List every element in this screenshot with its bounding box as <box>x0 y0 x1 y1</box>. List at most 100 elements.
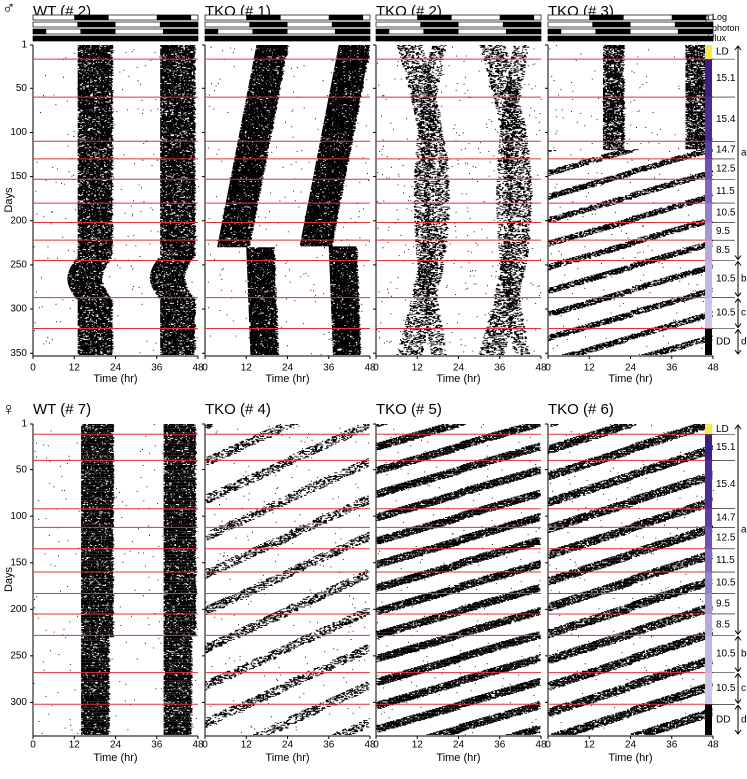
condition-label: 10.5 <box>716 649 736 660</box>
condition-label: 10.5 <box>716 308 736 319</box>
y-axis-label: Days <box>3 187 15 213</box>
actogram <box>548 424 714 735</box>
condition-strip <box>705 593 712 614</box>
schedule-dark <box>671 15 707 20</box>
panel-title: TKO (# 4) <box>205 401 271 418</box>
y-tick-label: 200 <box>10 604 27 615</box>
x-tick-label: 12 <box>584 740 596 751</box>
schedule-dark <box>205 29 219 34</box>
legend-text: Log <box>712 12 727 22</box>
schedule-bar <box>32 14 199 21</box>
x-tick-label: 48 <box>707 363 719 374</box>
x-tick-label: 12 <box>584 363 596 374</box>
x-axis-label: Time (hr) <box>93 752 137 764</box>
schedule-dark <box>33 36 198 41</box>
y-tick-label: 1 <box>21 419 27 430</box>
schedule-dark <box>205 36 370 41</box>
condition-label: LD <box>716 424 729 435</box>
bracket-arrow <box>734 704 742 735</box>
schedule-dark <box>505 29 541 34</box>
y-tick-label: 350 <box>10 348 27 359</box>
actogram <box>33 45 199 355</box>
legend-key: a <box>705 13 710 22</box>
x-tick-label: 0 <box>30 740 36 751</box>
condition-label: 11.5 <box>716 186 735 197</box>
x-tick-label: 24 <box>282 740 294 751</box>
schedule-dark <box>162 29 198 34</box>
condition-label: 15.4 <box>716 114 736 125</box>
condition-label: 10.5 <box>716 683 736 694</box>
x-tick-label: 48 <box>535 363 547 374</box>
schedule-dark <box>33 29 47 34</box>
x-tick-label: 36 <box>323 363 335 374</box>
bracket-arrow <box>734 424 742 636</box>
condition-strip <box>705 424 712 435</box>
y-tick-label: 200 <box>10 215 27 226</box>
y-axis-label: Days <box>3 566 15 592</box>
condition-strip <box>705 672 712 705</box>
condition-strip <box>705 527 712 549</box>
bracket-label: d <box>741 714 747 725</box>
bracket-arrow <box>734 328 742 355</box>
x-axis-label: Time (hr) <box>265 752 309 764</box>
sex-symbol: ♀ <box>2 399 16 419</box>
x-tick-label: 48 <box>707 740 719 751</box>
x-tick-label: 12 <box>241 363 253 374</box>
schedule-dark <box>376 29 390 34</box>
x-axis-label: Time (hr) <box>93 373 137 385</box>
condition-strip <box>705 635 712 673</box>
panel-title: WT (# 7) <box>33 401 91 418</box>
schedule-dark <box>249 22 288 27</box>
condition-label: 9.5 <box>716 226 730 237</box>
schedule-dark <box>548 29 562 34</box>
x-tick-label: 12 <box>412 740 424 751</box>
x-tick-label: 48 <box>364 363 376 374</box>
x-tick-label: 24 <box>110 740 122 751</box>
condition-strip <box>705 158 712 180</box>
panel-title: TKO (# 6) <box>548 401 614 418</box>
bracket-label: b <box>741 274 747 285</box>
x-tick-label: 0 <box>202 363 208 374</box>
x-tick-label: 12 <box>241 740 253 751</box>
condition-strip <box>705 508 712 528</box>
condition-strip <box>705 460 712 509</box>
condition-label: 14.7 <box>716 145 736 156</box>
y-tick-label: 100 <box>10 511 27 522</box>
actogram <box>33 424 199 735</box>
condition-label: DD <box>716 714 730 725</box>
x-tick-label: 36 <box>151 740 163 751</box>
condition-label: 12.5 <box>716 533 736 544</box>
condition-label: 15.1 <box>716 442 736 453</box>
condition-label: 10.5 <box>716 207 736 218</box>
x-tick-label: 48 <box>192 363 204 374</box>
sex-symbol: ♂ <box>2 0 16 18</box>
schedule-dark <box>246 15 281 20</box>
schedule-dark <box>595 29 631 34</box>
schedule-dark <box>376 36 541 41</box>
x-tick-label: 0 <box>30 363 36 374</box>
schedule-dark <box>159 22 198 27</box>
schedule-dark <box>589 15 624 20</box>
condition-strip <box>705 613 712 636</box>
schedule-bar <box>375 14 542 21</box>
actogram <box>548 45 713 355</box>
bracket-arrow <box>734 260 742 298</box>
y-tick-label: 100 <box>10 127 27 138</box>
schedule-dark <box>74 15 109 20</box>
bracket-label: c <box>741 683 746 694</box>
condition-label: LD <box>716 47 729 58</box>
condition-strip <box>705 260 712 298</box>
x-tick-label: 36 <box>666 363 678 374</box>
x-tick-label: 36 <box>494 740 506 751</box>
x-tick-label: 48 <box>535 740 547 751</box>
condition-label: 15.1 <box>716 73 736 84</box>
bracket-arrow <box>734 672 742 705</box>
x-tick-label: 12 <box>69 363 81 374</box>
y-tick-label: 150 <box>10 171 27 182</box>
condition-label: 12.5 <box>716 164 736 175</box>
panel-title: TKO (# 5) <box>376 401 442 418</box>
schedule-dark <box>252 29 288 34</box>
legend-text: photon <box>712 23 740 33</box>
condition-strip <box>705 141 712 159</box>
schedule-dark <box>674 22 713 27</box>
